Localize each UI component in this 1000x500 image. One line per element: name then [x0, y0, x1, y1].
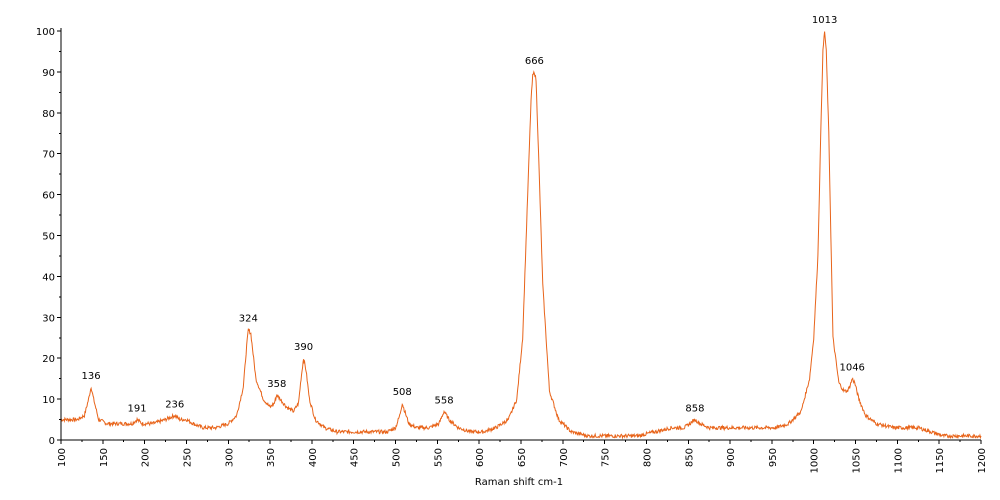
x-axis-label: Raman shift cm-1 — [475, 477, 563, 488]
peak-label: 390 — [294, 342, 313, 353]
x-tick-label: 1100 — [893, 448, 904, 473]
y-axis: 0 10 20 30 40 50 60 70 80 90 100 — [36, 27, 62, 447]
x-tick-label: 350 — [266, 448, 277, 467]
x-tick-label: 450 — [350, 448, 361, 467]
peak-label: 324 — [239, 314, 258, 325]
x-tick-label: 1050 — [852, 448, 863, 473]
x-tick-label: 300 — [224, 448, 235, 467]
y-tick-label: 90 — [42, 68, 55, 79]
y-tick-label: 20 — [42, 354, 55, 365]
x-tick-label: 600 — [475, 448, 486, 467]
y-tick-label: 100 — [36, 27, 55, 38]
y-tick-label: 0 — [49, 436, 55, 447]
y-tick-label: 10 — [42, 395, 55, 406]
x-tick-label: 1150 — [935, 448, 946, 473]
x-tick-label: 550 — [433, 448, 444, 467]
spectrum-series-line — [60, 31, 982, 440]
peak-label: 858 — [685, 404, 704, 415]
x-tick-label: 1000 — [810, 448, 821, 473]
x-axis: 100 150 200 250 300 350 400 450 500 550 600 650 700 7… — [57, 439, 988, 473]
peak-annotations: 136 191 236 324 358 390 508 558 666 858 1013 1046 — [82, 15, 865, 415]
x-tick-label: 700 — [559, 448, 570, 467]
y-tick-label: 30 — [42, 313, 55, 324]
peak-label: 358 — [267, 379, 286, 390]
y-tick-label: 70 — [42, 150, 55, 161]
x-tick-label: 200 — [141, 448, 152, 467]
x-tick-label: 950 — [768, 448, 779, 467]
peak-label: 1046 — [839, 363, 864, 374]
y-tick-label: 60 — [42, 191, 55, 202]
y-tick-label: 50 — [42, 232, 55, 243]
x-tick-label: 850 — [684, 448, 695, 467]
x-tick-label: 400 — [308, 448, 319, 467]
x-tick-label: 800 — [642, 448, 653, 467]
plot-area — [60, 31, 982, 440]
x-tick-label: 1200 — [977, 448, 988, 473]
peak-label: 136 — [82, 371, 101, 382]
x-tick-label: 250 — [182, 448, 193, 467]
y-tick-label: 80 — [42, 109, 55, 120]
peak-label: 666 — [525, 56, 544, 67]
x-tick-label: 150 — [99, 448, 110, 467]
x-tick-label: 650 — [517, 448, 528, 467]
y-tick-label: 40 — [42, 272, 55, 283]
x-tick-label: 100 — [57, 448, 68, 467]
peak-label: 191 — [128, 404, 147, 415]
peak-label: 508 — [393, 387, 412, 398]
peak-label: 236 — [165, 399, 184, 410]
x-tick-label: 900 — [726, 448, 737, 467]
x-tick-label: 500 — [392, 448, 403, 467]
x-tick-label: 750 — [601, 448, 612, 467]
peak-label: 1013 — [812, 15, 837, 26]
peak-label: 558 — [435, 395, 454, 406]
